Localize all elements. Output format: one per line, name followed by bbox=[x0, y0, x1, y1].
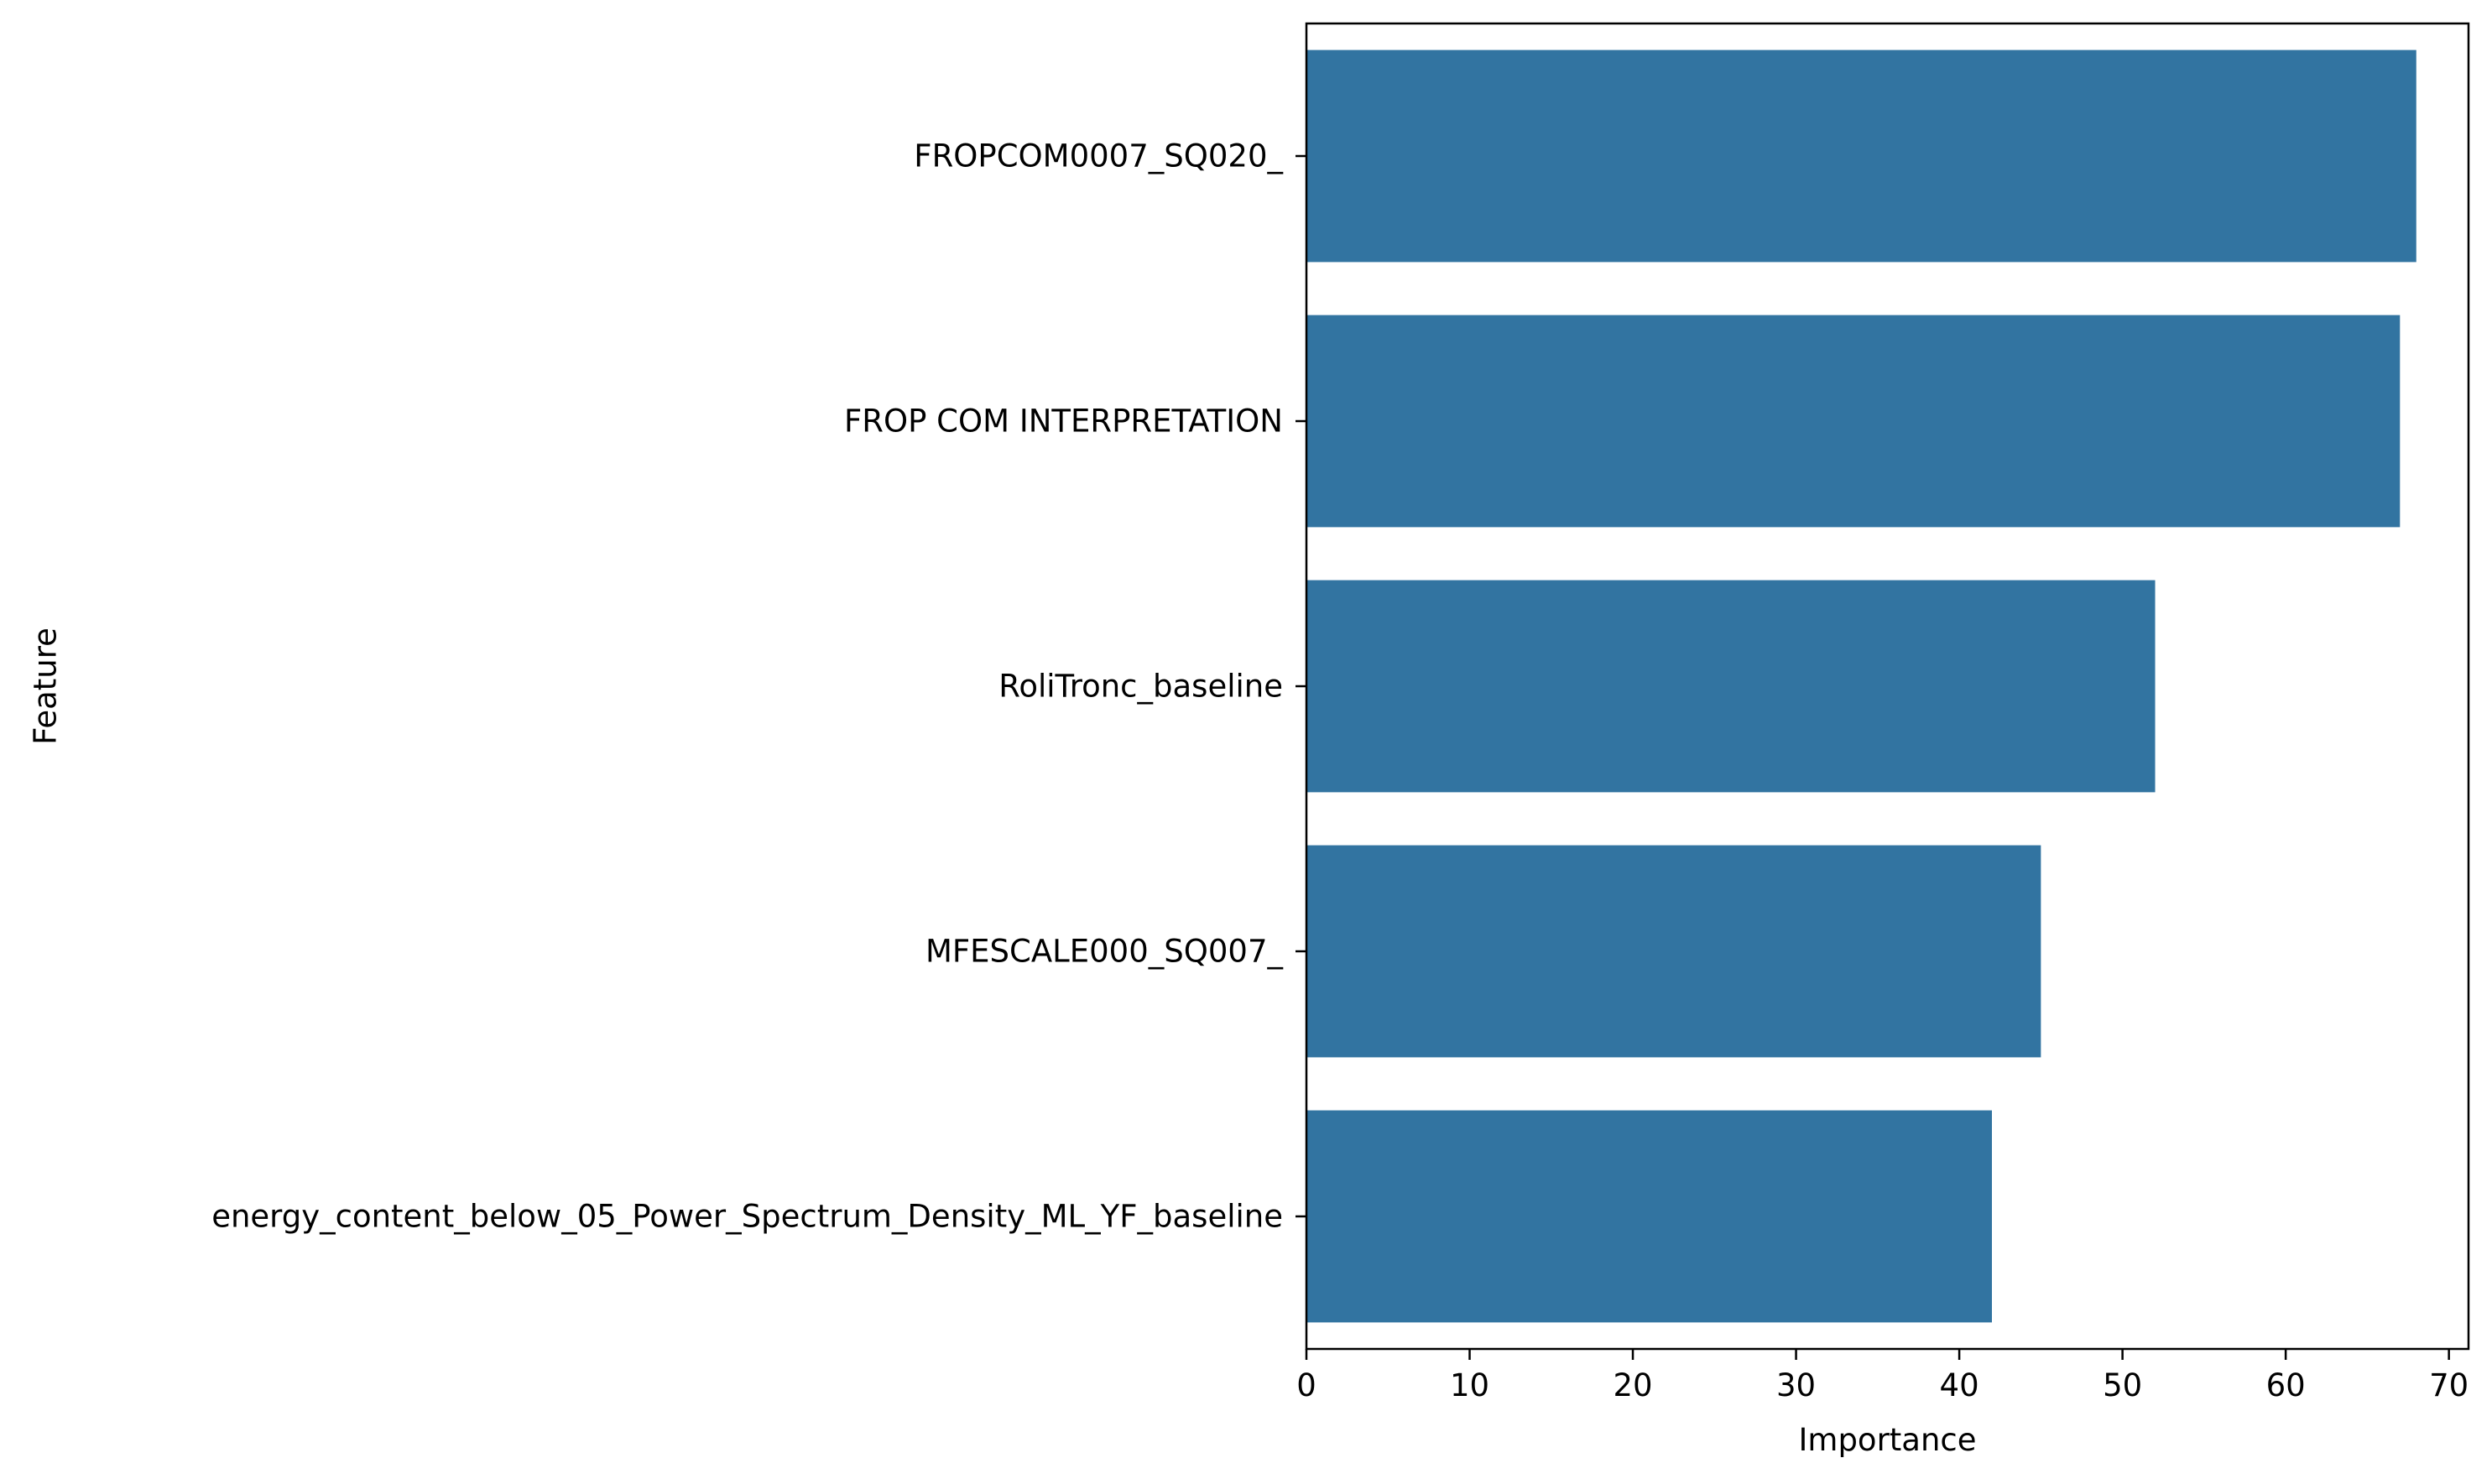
y-axis-label: Feature bbox=[28, 627, 64, 745]
x-axis-ticks: 0 10 20 30 40 50 60 70 bbox=[1296, 1349, 2469, 1403]
x-axis-label: Importance bbox=[1798, 1422, 1976, 1458]
x-tick-label-2: 20 bbox=[1613, 1367, 1652, 1403]
bar-3 bbox=[1306, 845, 2041, 1058]
x-tick-label-0: 0 bbox=[1296, 1367, 1316, 1403]
y-tick-label-4: energy_content_below_05_Power_Spectrum_D… bbox=[211, 1199, 1283, 1235]
y-tick-label-3: MFESCALE000_SQ007_ bbox=[925, 934, 1284, 970]
x-tick-label-5: 50 bbox=[2103, 1367, 2142, 1403]
x-tick-label-4: 40 bbox=[1940, 1367, 1979, 1403]
bar-0 bbox=[1306, 49, 2416, 263]
x-tick-label-7: 70 bbox=[2429, 1367, 2469, 1403]
x-tick-label-6: 60 bbox=[2266, 1367, 2306, 1403]
y-tick-label-0: FROPCOM0007_SQ020_ bbox=[914, 138, 1283, 174]
x-tick-label-1: 10 bbox=[1450, 1367, 1489, 1403]
x-tick-label-3: 30 bbox=[1776, 1367, 1816, 1403]
bars-group bbox=[1306, 49, 2416, 1323]
y-tick-label-1: FROP COM INTERPRETATION bbox=[844, 404, 1283, 440]
y-tick-label-2: RoliTronc_baseline bbox=[998, 669, 1283, 705]
bar-2 bbox=[1306, 580, 2156, 793]
plot-frame bbox=[1305, 22, 2470, 1351]
bar-4 bbox=[1306, 1110, 1992, 1323]
bar-1 bbox=[1306, 315, 2401, 528]
y-axis-ticks: FROPCOM0007_SQ020_ FROP COM INTERPRETATIO… bbox=[211, 138, 1306, 1235]
